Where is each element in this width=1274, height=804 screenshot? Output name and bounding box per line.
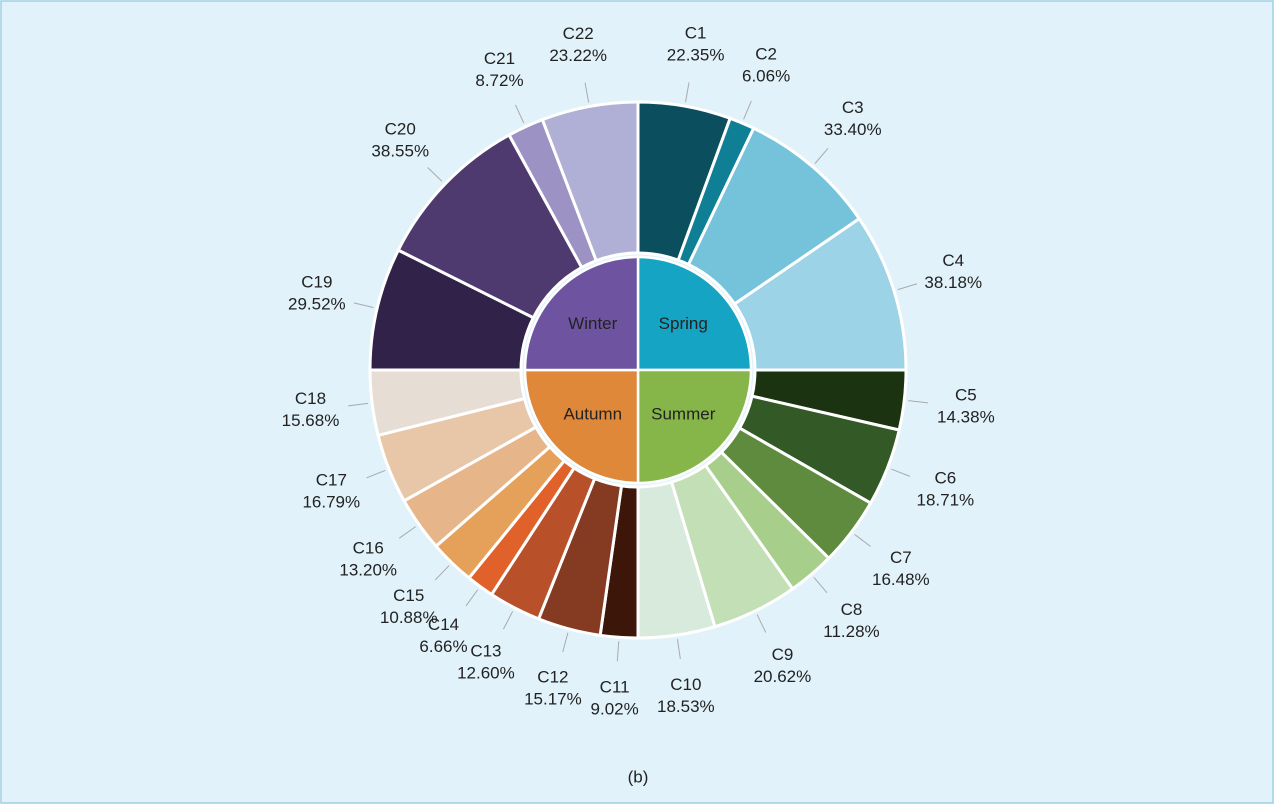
leader-line: [854, 534, 871, 547]
leader-line: [743, 100, 752, 120]
leader-line: [366, 469, 386, 479]
leader-line: [348, 402, 369, 407]
segment-label: C3: [842, 98, 864, 117]
leader-line: [685, 82, 690, 103]
value-label: 6.66%: [419, 637, 467, 656]
segment-label: C13: [470, 641, 501, 660]
value-label: 16.79%: [302, 492, 360, 511]
segment-label: C12: [537, 667, 568, 686]
value-label: 10.88%: [380, 608, 438, 627]
segment-label: C4: [942, 251, 964, 270]
value-label: 15.68%: [282, 411, 340, 430]
value-label: 13.20%: [339, 561, 397, 580]
leader-line: [398, 526, 416, 539]
segment-label: C11: [600, 678, 630, 697]
season-label: Spring: [659, 314, 708, 333]
value-label: 6.06%: [742, 66, 790, 85]
segment-label: C10: [670, 675, 701, 694]
segment-label: C1: [685, 24, 707, 43]
value-label: 38.18%: [924, 273, 982, 292]
segment-label: C5: [955, 386, 977, 405]
value-label: 20.62%: [754, 667, 812, 686]
leader-line: [616, 641, 620, 662]
leader-line: [353, 302, 374, 308]
segment-label: C19: [301, 273, 332, 292]
value-label: 33.40%: [824, 120, 882, 139]
leader-line: [562, 632, 569, 653]
season-sector: [636, 368, 753, 485]
segment-label: C7: [890, 548, 912, 567]
leader-line: [427, 167, 443, 182]
value-label: 29.52%: [288, 295, 346, 314]
segment-label: C14: [428, 615, 459, 634]
leader-line: [891, 468, 911, 477]
segment-label: C16: [353, 539, 384, 558]
leader-line: [897, 283, 918, 291]
value-label: 12.60%: [457, 663, 515, 682]
segment-label: C6: [934, 469, 956, 488]
value-label: 16.48%: [872, 570, 930, 589]
leader-line: [434, 565, 450, 581]
season-label: Winter: [568, 314, 617, 333]
segment-label: C18: [295, 389, 326, 408]
leader-line: [676, 639, 681, 659]
leader-line: [813, 577, 828, 593]
caption: (b): [628, 767, 649, 786]
segment-label: C15: [393, 586, 424, 605]
leader-line: [514, 104, 525, 124]
leader-line: [465, 589, 479, 607]
season-sector: [523, 368, 640, 485]
value-label: 9.02%: [591, 700, 639, 719]
segment-label: C8: [841, 600, 863, 619]
season-label: Summer: [651, 405, 716, 424]
leader-line: [502, 611, 514, 630]
value-label: 15.17%: [524, 689, 582, 708]
season-label: Autumn: [563, 405, 622, 424]
segment-label: C22: [563, 24, 594, 43]
season-sector: [636, 255, 753, 372]
value-label: 11.28%: [823, 622, 879, 641]
season-sector: [523, 255, 640, 372]
value-label: 18.53%: [657, 697, 715, 716]
segment-label: C17: [316, 470, 347, 489]
leader-line: [908, 400, 929, 404]
segment-label: C9: [772, 645, 794, 664]
value-label: 18.71%: [916, 491, 974, 510]
value-label: 38.55%: [371, 142, 429, 161]
value-label: 23.22%: [549, 46, 607, 65]
value-label: 8.72%: [475, 71, 523, 90]
segment: [540, 100, 640, 263]
leader-line: [814, 147, 829, 164]
value-label: 22.35%: [667, 46, 725, 65]
leader-line: [756, 614, 767, 633]
segment-label: C2: [755, 44, 777, 63]
value-label: 14.38%: [937, 408, 995, 427]
segment-label: C21: [484, 49, 515, 68]
leader-line: [584, 82, 590, 103]
segment-label: C20: [385, 120, 416, 139]
